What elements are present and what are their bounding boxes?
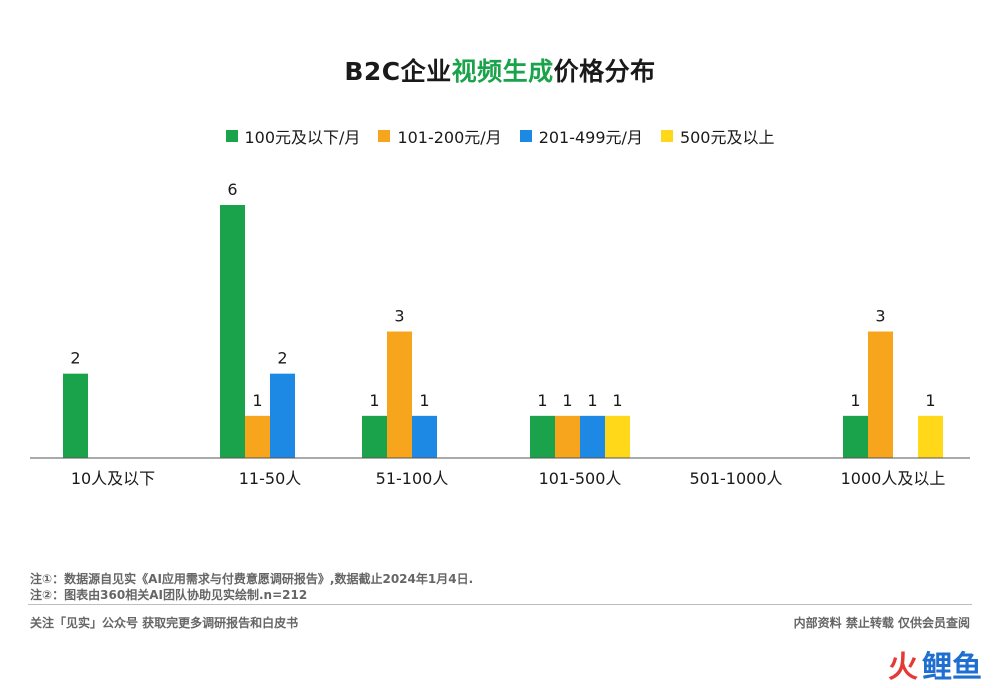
watermark-fire: 火: [888, 650, 918, 685]
bar-value-label: 1: [252, 391, 262, 410]
bar-value-label: 1: [537, 391, 547, 410]
x-tick-label: 10人及以下: [71, 469, 155, 488]
legend-swatch: [378, 130, 391, 142]
bar: [530, 415, 555, 458]
title-prefix: B2C企业: [344, 57, 452, 86]
bar-value-label: 3: [875, 307, 885, 326]
x-tick-label: 501-1000人: [689, 469, 782, 488]
bar: [412, 415, 437, 458]
bar-value-label: 1: [419, 391, 429, 410]
x-tick-label: 1000人及以上: [841, 469, 946, 488]
footer-right-text: 内部资料 禁止转载 仅供会员查阅: [793, 616, 970, 630]
divider: [28, 604, 972, 605]
legend-label: 101-200元/月: [397, 128, 502, 147]
legend-swatch: [660, 130, 673, 142]
bar: [605, 415, 630, 458]
watermark-rest: 鲤鱼: [922, 650, 982, 685]
bar: [245, 415, 270, 458]
note-1: 注①：数据源自见实《AI应用需求与付费意愿调研报告》,数据截止2024年1月4日…: [30, 572, 474, 586]
bar-value-label: 1: [612, 391, 622, 410]
legend-item: 100元及以下/月: [225, 124, 361, 148]
bar: [918, 415, 943, 458]
note-2: 注②：图表由360相关AI团队协助见实绘制.n=212: [30, 588, 308, 602]
legend-item: 500元及以上: [660, 124, 775, 148]
chart-legend: 100元及以下/月 101-200元/月 201-499元/月 500元及以上: [0, 124, 1000, 148]
bar-value-label: 1: [562, 391, 572, 410]
bar-value-label: 1: [587, 391, 597, 410]
legend-item: 101-200元/月: [378, 124, 502, 148]
legend-label: 500元及以上: [679, 128, 775, 147]
bar-value-label: 1: [925, 391, 935, 410]
bar-value-label: 2: [277, 349, 287, 368]
bar-value-label: 3: [394, 307, 404, 326]
bar: [362, 415, 387, 458]
bar-value-label: 6: [227, 180, 237, 199]
bar: [63, 373, 88, 458]
bar-value-label: 1: [850, 391, 860, 410]
bar: [270, 373, 295, 458]
legend-swatch: [225, 130, 238, 142]
legend-item: 201-499元/月: [519, 124, 643, 148]
bar: [843, 415, 868, 458]
watermark-logo: 火鲤鱼: [888, 642, 982, 686]
chart-title: B2C企业视频生成价格分布: [0, 52, 1000, 88]
bar: [387, 331, 412, 458]
bar-value-label: 1: [369, 391, 379, 410]
x-tick-label: 11-50人: [239, 469, 302, 488]
bar: [580, 415, 605, 458]
x-tick-label: 51-100人: [376, 469, 449, 488]
bar: [868, 331, 893, 458]
legend-swatch: [519, 130, 532, 142]
title-suffix: 价格分布: [553, 57, 656, 86]
title-highlight: 视频生成: [451, 57, 554, 86]
bar: [220, 205, 245, 458]
x-tick-label: 101-500人: [539, 469, 622, 488]
bar: [555, 415, 580, 458]
bar-value-label: 2: [70, 349, 80, 368]
legend-label: 201-499元/月: [538, 128, 643, 147]
footer-left-text: 关注「见实」公众号 获取完更多调研报告和白皮书: [30, 616, 299, 630]
legend-label: 100元及以下/月: [244, 128, 361, 147]
